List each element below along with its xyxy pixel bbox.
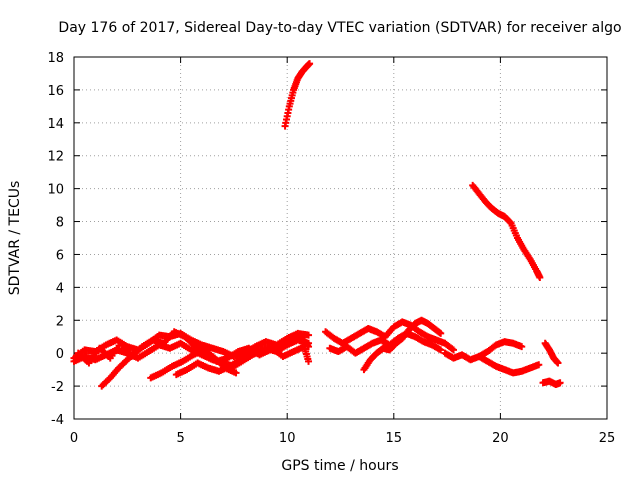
data-point (518, 343, 526, 351)
y-axis-label: SDTVAR / TECUs (7, 181, 23, 296)
plot-frame (73, 56, 608, 420)
y-tick-label: 0 (56, 347, 64, 362)
y-tick-label: 14 (47, 117, 64, 132)
data-point (132, 348, 140, 356)
data-point (305, 331, 313, 339)
x-tick-label: 0 (70, 431, 78, 446)
data-point (449, 346, 457, 354)
axis-ticks (73, 56, 608, 420)
series-sat-d (98, 348, 140, 390)
x-tick-label: 15 (386, 431, 403, 446)
x-tick-label: 20 (492, 431, 509, 446)
series-sat-g (281, 60, 314, 130)
data-point (305, 357, 313, 365)
data-point (437, 329, 445, 337)
y-tick-label: 10 (47, 183, 64, 198)
y-tick-label: 4 (56, 281, 64, 296)
y-tick-label: 12 (47, 150, 64, 165)
y-tick-label: 18 (47, 51, 64, 66)
data-point (506, 218, 514, 226)
x-axis-label: GPS time / hours (281, 458, 398, 474)
data-point (536, 273, 544, 281)
grid-lines (74, 57, 607, 419)
series-sat-h (322, 318, 457, 354)
y-tick-label: 16 (47, 84, 64, 99)
data-point (556, 379, 564, 387)
series-sat-f (172, 343, 313, 379)
data-point (554, 359, 562, 367)
series-sat-m (469, 181, 544, 281)
tick-labels: 0 5 10 15 20 25 -4 -2 0 2 4 6 8 10 12 14 16 18 (47, 51, 615, 446)
series-sat-o (539, 377, 564, 388)
data-point (232, 369, 240, 377)
series-sat-j (360, 316, 445, 374)
x-tick-label: 5 (176, 431, 184, 446)
y-tick-label: 2 (56, 314, 64, 329)
series-sat-k (441, 338, 526, 364)
y-tick-label: -4 (51, 413, 64, 428)
x-tick-label: 10 (279, 431, 296, 446)
chart-title: Day 176 of 2017, Sidereal Day-to-day VTE… (58, 20, 621, 36)
data-point (306, 60, 314, 68)
data-point (437, 346, 445, 354)
series-sat-c (74, 328, 313, 367)
y-tick-label: 6 (56, 248, 64, 263)
data-point (535, 361, 543, 369)
y-tick-label: 8 (56, 216, 64, 231)
series-sat-n (541, 339, 562, 367)
x-tick-label: 25 (599, 431, 616, 446)
series-sat-l (475, 352, 543, 377)
y-tick-label: -2 (51, 380, 64, 395)
data-points (70, 60, 564, 390)
